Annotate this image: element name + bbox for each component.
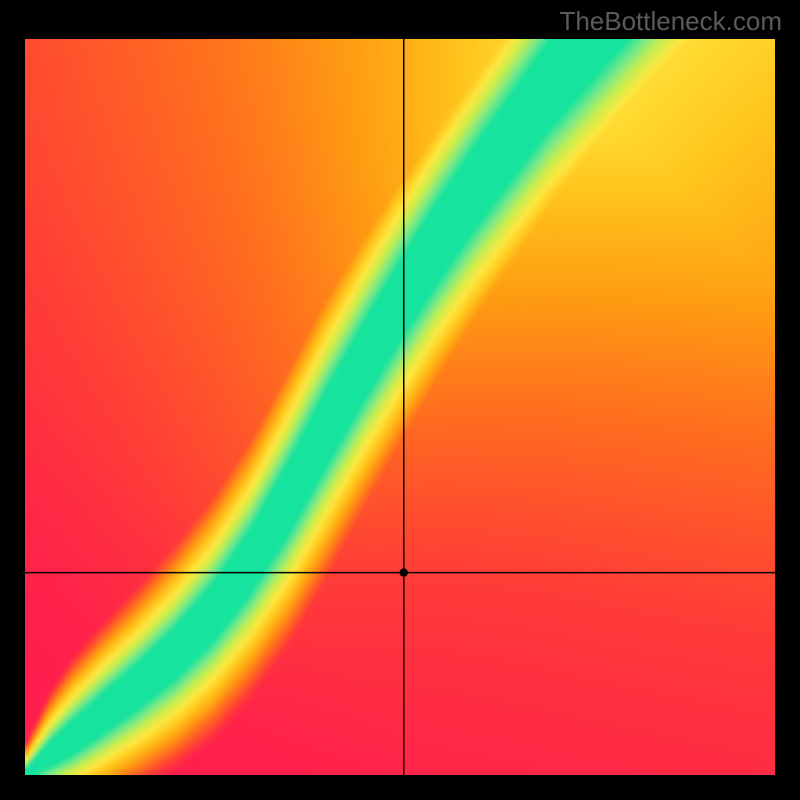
watermark-text: TheBottleneck.com xyxy=(559,6,782,37)
crosshair-dot xyxy=(400,568,408,576)
heatmap-image xyxy=(25,39,775,775)
chart-container: { "watermark": { "text": "TheBottleneck.… xyxy=(0,0,800,800)
bottleneck-heatmap xyxy=(0,0,800,800)
